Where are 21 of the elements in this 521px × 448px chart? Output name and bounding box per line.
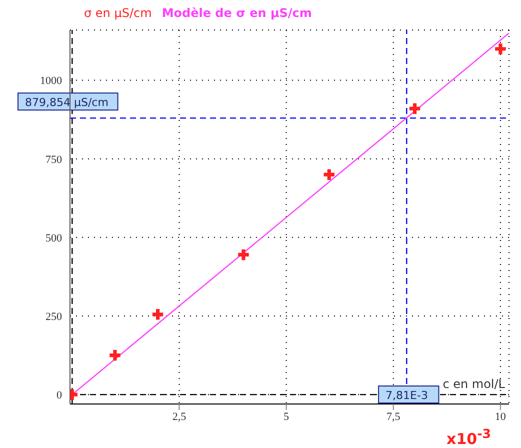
x-tick-label: 7,5 <box>386 410 401 423</box>
y-tick-label: 0 <box>56 389 62 402</box>
ref-line-label: 879,854 µS/cm <box>25 96 108 110</box>
point <box>238 249 249 260</box>
ref-line-label: 7,81E-3 <box>386 389 428 402</box>
x-tick-label: 2,5 <box>172 410 187 423</box>
point <box>495 43 506 54</box>
y-tick-label: 250 <box>46 310 62 323</box>
text: Modèle de σ en µS/cm <box>162 6 312 20</box>
text: x10$^{-3}$ <box>446 426 491 448</box>
y-tick-label: 1000 <box>40 75 62 88</box>
y-tick-label: 750 <box>46 154 62 166</box>
text: σ en µS/cm <box>84 6 152 20</box>
point <box>324 169 334 180</box>
x-tick-label: 5 <box>284 410 290 423</box>
point <box>152 309 164 320</box>
point <box>110 350 120 361</box>
x-tick-label: 10 <box>494 410 506 423</box>
x-axis-title: c en mol/L <box>442 377 506 391</box>
y-tick-label: 500 <box>46 232 62 244</box>
point <box>409 103 420 114</box>
